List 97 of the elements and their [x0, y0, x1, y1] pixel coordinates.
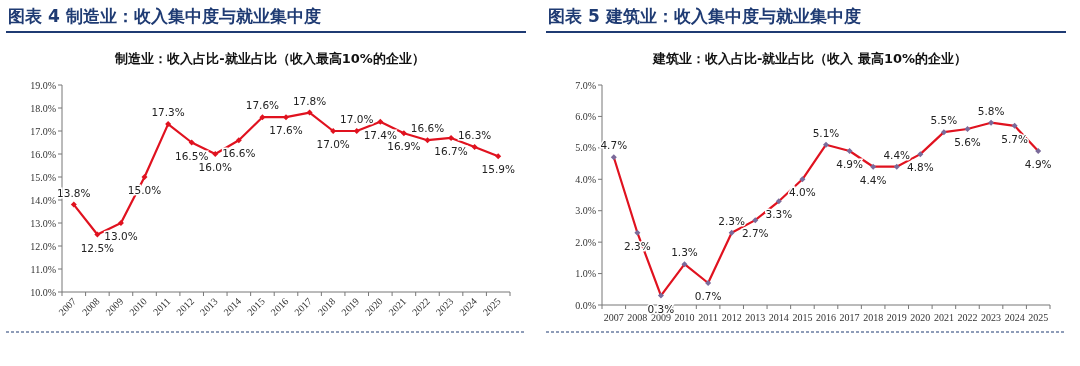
data-label: 5.8% [977, 104, 1005, 117]
x-tick-label: 2021 [933, 312, 954, 323]
data-label: 4.7% [600, 139, 628, 152]
x-tick-label: 2009 [650, 312, 671, 323]
point [165, 121, 172, 128]
y-tick-label: 6.0% [575, 110, 596, 122]
point [117, 220, 124, 226]
data-label: 16.7% [434, 144, 468, 157]
data-label: 17.3% [151, 106, 185, 119]
point [400, 130, 407, 137]
x-tick-label: 2022 [957, 312, 978, 323]
chart-title: 图表 5 建筑业：收入集中度与就业集中度 [548, 6, 861, 26]
data-label: 16.0% [198, 161, 232, 173]
data-label: 16.6% [222, 147, 256, 160]
data-label: 16.9% [387, 140, 421, 153]
x-tick-label: 2013 [745, 312, 766, 323]
point [212, 151, 219, 157]
y-tick-label: 19.0% [30, 79, 56, 91]
y-tick-label: 18.0% [30, 102, 56, 114]
data-label: 15.9% [481, 163, 515, 176]
data-label: 0.7% [694, 290, 722, 302]
data-label: 1.3% [671, 246, 698, 259]
y-tick-label: 11.0% [30, 263, 56, 275]
data-label: 4.9% [836, 158, 863, 170]
x-tick-label: 2018 [863, 312, 884, 323]
point [70, 201, 77, 208]
data-label: 4.8% [906, 161, 934, 174]
data-label: 4.4% [859, 173, 887, 186]
x-tick-label: 2025 [1028, 312, 1049, 323]
y-tick-label: 7.0% [575, 79, 596, 91]
data-label: 5.1% [812, 126, 840, 139]
data-label: 17.6% [269, 124, 303, 137]
x-tick-label: 2020 [910, 312, 931, 323]
x-tick-label: 2017 [839, 312, 860, 323]
x-tick-label: 2011 [698, 312, 718, 323]
data-label: 17.4% [363, 128, 397, 141]
data-label: 4.0% [789, 186, 816, 199]
data-label: 0.3% [647, 302, 675, 315]
y-tick-label: 17.0% [30, 125, 56, 137]
point [377, 118, 384, 125]
x-tick-label: 2016 [816, 312, 836, 323]
data-label: 16.5% [175, 149, 209, 162]
x-tick-label: 2024 [1004, 312, 1025, 323]
point [306, 109, 313, 116]
y-tick-label: 1.0% [575, 268, 596, 280]
x-tick-label: 2023 [981, 312, 1002, 323]
x-tick-label: 2008 [627, 312, 648, 323]
data-label: 16.3% [457, 129, 492, 142]
point [188, 139, 195, 146]
point [94, 231, 101, 238]
y-tick-label: 2.0% [575, 236, 596, 248]
data-label: 5.5% [930, 114, 958, 127]
point [283, 114, 289, 121]
x-tick-label: 2012 [721, 312, 742, 323]
x-tick-label: 2010 [674, 312, 695, 323]
data-label: 13.8% [57, 186, 91, 199]
chart-subtitle: 制造业：收入占比-就业占比（收入最高10%的企业） [114, 51, 425, 66]
x-tick-label: 2015 [792, 312, 813, 323]
x-tick-label: 2011 [150, 295, 173, 318]
point [471, 144, 478, 151]
x-tick-label: 2021 [386, 295, 409, 318]
data-label: 17.6% [245, 99, 280, 112]
point [448, 134, 455, 141]
y-tick-label: 10.0% [30, 286, 56, 298]
data-label: 2.3% [718, 214, 746, 227]
y-tick-label: 15.0% [30, 171, 56, 183]
data-label: 12.5% [80, 241, 115, 254]
y-tick-label: 16.0% [30, 148, 56, 160]
data-label: 16.6% [410, 122, 445, 135]
point [495, 153, 502, 160]
point [353, 128, 360, 134]
chart-title: 图表 4 制造业：收入集中度与就业集中度 [8, 6, 321, 26]
point [141, 174, 148, 180]
x-tick-label: 2014 [768, 312, 789, 323]
point [424, 137, 431, 144]
y-tick-label: 3.0% [575, 205, 596, 217]
y-tick-label: 13.0% [30, 217, 56, 229]
data-label: 5.7% [1001, 132, 1028, 145]
y-tick-label: 14.0% [30, 194, 56, 206]
data-label: 2.7% [741, 227, 769, 240]
x-tick-label: 2019 [886, 312, 907, 323]
point [259, 114, 266, 121]
y-tick-label: 12.0% [30, 240, 56, 252]
y-tick-label: 4.0% [575, 173, 596, 185]
data-label: 17.8% [292, 94, 327, 107]
data-label: 4.4% [883, 148, 911, 161]
x-tick-label: 2007 [603, 312, 624, 323]
data-label: 4.9% [1024, 158, 1052, 170]
data-label: 17.0% [340, 113, 374, 125]
y-tick-label: 0.0% [575, 299, 596, 311]
point [235, 137, 242, 144]
y-tick-label: 5.0% [575, 142, 596, 154]
data-label: 3.3% [765, 208, 793, 221]
data-label: 17.0% [316, 138, 350, 150]
chart-subtitle: 建筑业：收入占比-就业占比（收入 最高10%的企业） [651, 51, 968, 66]
data-label: 13.0% [104, 230, 138, 242]
data-label: 5.6% [954, 136, 981, 148]
